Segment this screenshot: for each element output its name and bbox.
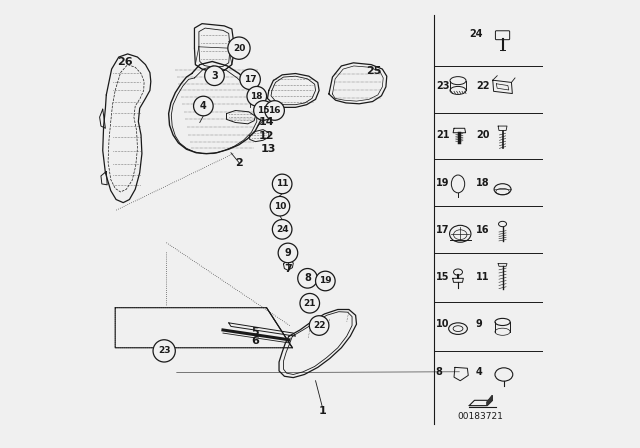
Text: 22: 22 <box>476 81 490 91</box>
Text: 23: 23 <box>436 81 449 91</box>
Text: 4: 4 <box>200 101 207 111</box>
Text: 24: 24 <box>276 225 289 234</box>
Text: 18: 18 <box>250 92 263 101</box>
Text: 00183721: 00183721 <box>458 412 503 421</box>
Text: 21: 21 <box>303 299 316 308</box>
Polygon shape <box>268 73 319 108</box>
Text: 2: 2 <box>235 158 243 168</box>
Text: 8: 8 <box>304 273 311 283</box>
Text: 16: 16 <box>476 225 490 235</box>
Circle shape <box>240 69 260 90</box>
Text: 17: 17 <box>436 225 449 235</box>
Circle shape <box>228 37 250 59</box>
Text: 11: 11 <box>476 271 490 281</box>
Polygon shape <box>469 401 492 405</box>
Text: 22: 22 <box>313 321 325 330</box>
Text: 19: 19 <box>436 178 449 188</box>
Text: 20: 20 <box>476 130 490 140</box>
Polygon shape <box>279 310 356 378</box>
Text: 8: 8 <box>436 367 443 377</box>
Text: 10: 10 <box>436 319 449 329</box>
Text: 13: 13 <box>260 144 276 154</box>
Text: 15: 15 <box>257 106 269 115</box>
Text: 11: 11 <box>276 180 289 189</box>
Polygon shape <box>329 63 387 104</box>
Circle shape <box>270 196 290 216</box>
Text: 9: 9 <box>476 319 483 329</box>
Circle shape <box>253 101 273 120</box>
Text: 4: 4 <box>476 367 483 377</box>
Circle shape <box>247 86 267 106</box>
Circle shape <box>265 101 284 120</box>
Circle shape <box>309 316 329 335</box>
Circle shape <box>300 293 319 313</box>
Text: 7: 7 <box>284 263 292 274</box>
Polygon shape <box>195 24 234 72</box>
Polygon shape <box>487 396 492 405</box>
Text: 10: 10 <box>274 202 286 211</box>
Text: 16: 16 <box>268 106 281 115</box>
Text: 14: 14 <box>259 117 275 128</box>
Polygon shape <box>103 54 151 202</box>
Circle shape <box>205 66 224 86</box>
Text: 20: 20 <box>233 43 245 52</box>
Polygon shape <box>498 126 507 130</box>
Circle shape <box>153 340 175 362</box>
Circle shape <box>278 243 298 263</box>
Text: 19: 19 <box>319 276 332 285</box>
Text: 17: 17 <box>244 75 257 84</box>
Text: 24: 24 <box>469 29 483 39</box>
Text: 15: 15 <box>436 271 449 281</box>
Circle shape <box>298 268 317 288</box>
Circle shape <box>193 96 213 116</box>
Text: 21: 21 <box>436 130 449 140</box>
Circle shape <box>316 271 335 291</box>
Polygon shape <box>168 61 261 154</box>
Text: 18: 18 <box>476 178 490 188</box>
Text: 6: 6 <box>252 336 259 346</box>
Text: 9: 9 <box>285 248 291 258</box>
Text: 3: 3 <box>211 71 218 81</box>
Circle shape <box>273 174 292 194</box>
Text: 12: 12 <box>259 131 275 141</box>
Text: 1: 1 <box>318 406 326 416</box>
Circle shape <box>273 220 292 239</box>
Text: 23: 23 <box>158 346 170 355</box>
Text: 25: 25 <box>365 66 381 76</box>
Text: 26: 26 <box>117 57 133 67</box>
Text: 5: 5 <box>252 327 259 337</box>
